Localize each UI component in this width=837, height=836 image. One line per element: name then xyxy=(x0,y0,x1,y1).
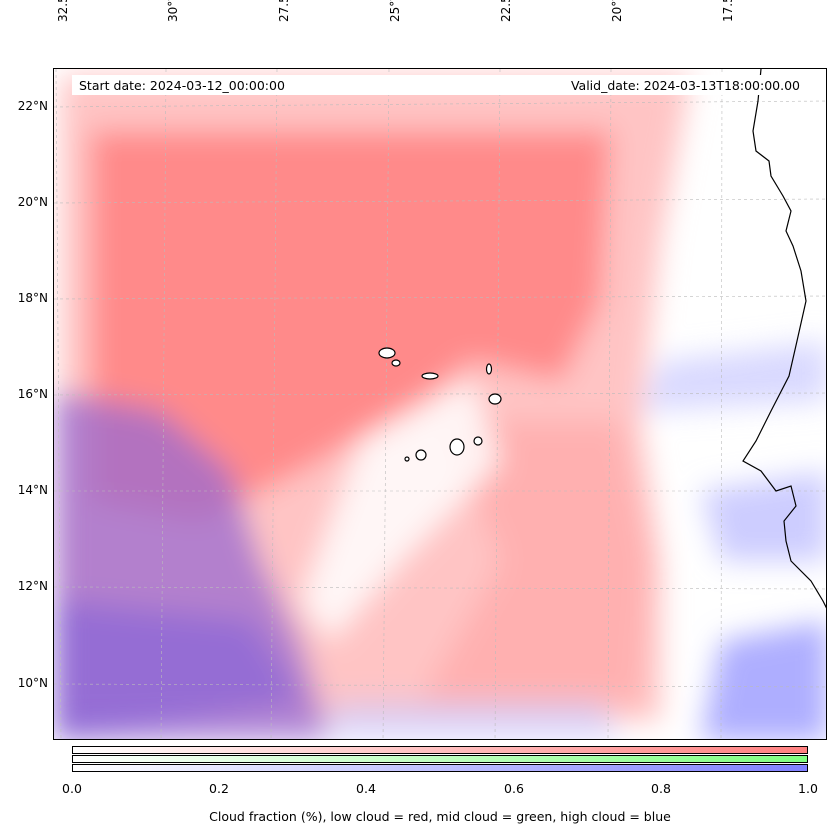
colorbar-tick: 1.0 xyxy=(798,781,818,796)
lon-label: 27.5°W xyxy=(277,0,291,22)
lon-label: 25°W xyxy=(388,0,402,22)
colorbar-tick: 0.6 xyxy=(504,781,524,796)
colorbar-low xyxy=(72,746,808,754)
valid-date: Valid_date: 2024-03-13T18:00:00.00 xyxy=(570,78,800,93)
colorbar-high xyxy=(72,764,808,772)
colorbar-tick: 0.0 xyxy=(62,781,82,796)
lon-label: 22.5°W xyxy=(499,0,513,22)
lat-label: 12°N xyxy=(17,579,48,593)
lat-label: 18°N xyxy=(17,291,48,305)
lat-label: 10°N xyxy=(17,676,48,690)
lon-label: 20°W xyxy=(610,0,624,22)
low-cloud-core xyxy=(91,131,611,521)
coastline xyxy=(378,69,826,609)
lon-label: 32.5°W xyxy=(56,0,70,22)
lat-label: 20°N xyxy=(17,195,48,209)
map-header: Start date: 2024-03-12_00:00:00 Valid_da… xyxy=(72,75,808,95)
colorbar-label: Cloud fraction (%), low cloud = red, mid… xyxy=(209,809,671,824)
colorbar-tick: 0.8 xyxy=(651,781,671,796)
lat-label: 22°N xyxy=(17,99,48,113)
colorbar-mid xyxy=(72,755,808,763)
cloud-map[interactable] xyxy=(53,68,827,740)
lon-label: 17.5°W xyxy=(721,0,735,22)
lon-label: 30°W xyxy=(166,0,180,22)
colorbar-tick: 0.4 xyxy=(356,781,376,796)
lat-label: 14°N xyxy=(17,483,48,497)
colorbar-tick: 0.2 xyxy=(209,781,229,796)
gridlines xyxy=(54,69,826,739)
start-date: Start date: 2024-03-12_00:00:00 xyxy=(79,78,285,93)
lat-label: 16°N xyxy=(17,387,48,401)
